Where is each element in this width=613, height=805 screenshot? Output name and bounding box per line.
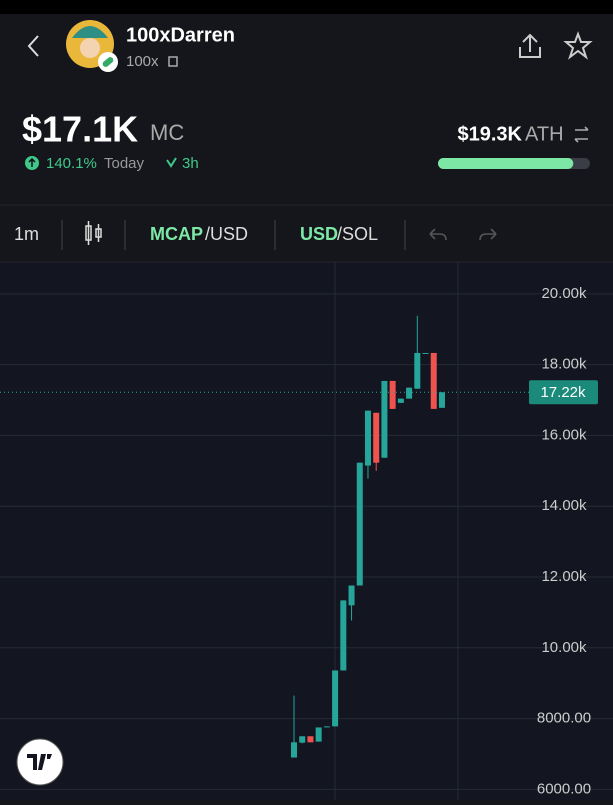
candle-body [348,585,355,606]
candle-body [340,600,347,671]
avatar-face [80,38,100,58]
usd-toggle[interactable]: USD [300,224,338,244]
last-price-label: 17.22k [540,384,586,401]
interval[interactable]: 1m [14,224,39,244]
swap-icon[interactable] [574,126,589,143]
status-bar [0,0,613,14]
candle-body [323,726,330,728]
age-icon [166,157,177,168]
candle-body [422,352,429,354]
star-button[interactable] [563,31,593,60]
candle-body [389,380,396,409]
candle-body [332,670,339,727]
y-tick-label: 20.00k [541,285,587,302]
y-tick-label: 14.00k [541,497,587,514]
mcap-unit: /USD [205,224,248,244]
up-arrow [28,157,36,167]
back-button[interactable] [27,35,39,57]
candle-icon[interactable] [85,221,102,245]
candle-body [356,462,363,586]
change: 140.1% [46,155,97,172]
mcap-toggle[interactable]: MCAP [150,224,203,244]
candle-body [406,387,413,399]
usd-unit: /SOL [337,224,378,244]
ath-progress [438,158,574,169]
y-tick-label: 12.00k [541,568,587,585]
token-name: 100xDarren [126,24,235,46]
plot: 6000.00 8000.00 10.00k 12.00k 14.00k 16.00k 18… [0,285,613,797]
market-cap: $17.1K [22,109,138,150]
candle-body [373,412,380,463]
ticker: 100x [126,53,159,70]
y-tick-label: 18.00k [541,356,587,373]
candle-body [438,392,445,408]
candle-body [430,352,437,409]
candle-body [414,352,421,389]
redo-button[interactable] [479,228,497,241]
undo-button[interactable] [429,228,447,241]
candle-body [381,380,388,458]
ath-value: $19.3K [458,123,523,145]
candle-body [315,727,322,742]
last-price-box [529,380,598,405]
period: Today [104,155,145,172]
candle-body [291,742,297,758]
copy-icon[interactable] [168,56,178,67]
tv-mark [27,754,52,770]
candle-body [364,410,371,466]
candle-body [307,736,314,743]
y-tick-label: 8000.00 [537,710,591,727]
pill-icon [102,57,114,67]
chart-area [0,262,613,800]
age: 3h [182,155,199,172]
y-tick-label: 16.00k [541,426,587,443]
candle-body [299,736,306,743]
share-button[interactable] [519,33,541,58]
y-tick-label: 6000.00 [537,780,591,797]
market-cap-label: MC [150,120,184,145]
ath-label: ATH [525,123,564,145]
candle-body [397,398,404,403]
y-tick-label: 10.00k [541,639,587,656]
avatar-cap [72,26,108,38]
